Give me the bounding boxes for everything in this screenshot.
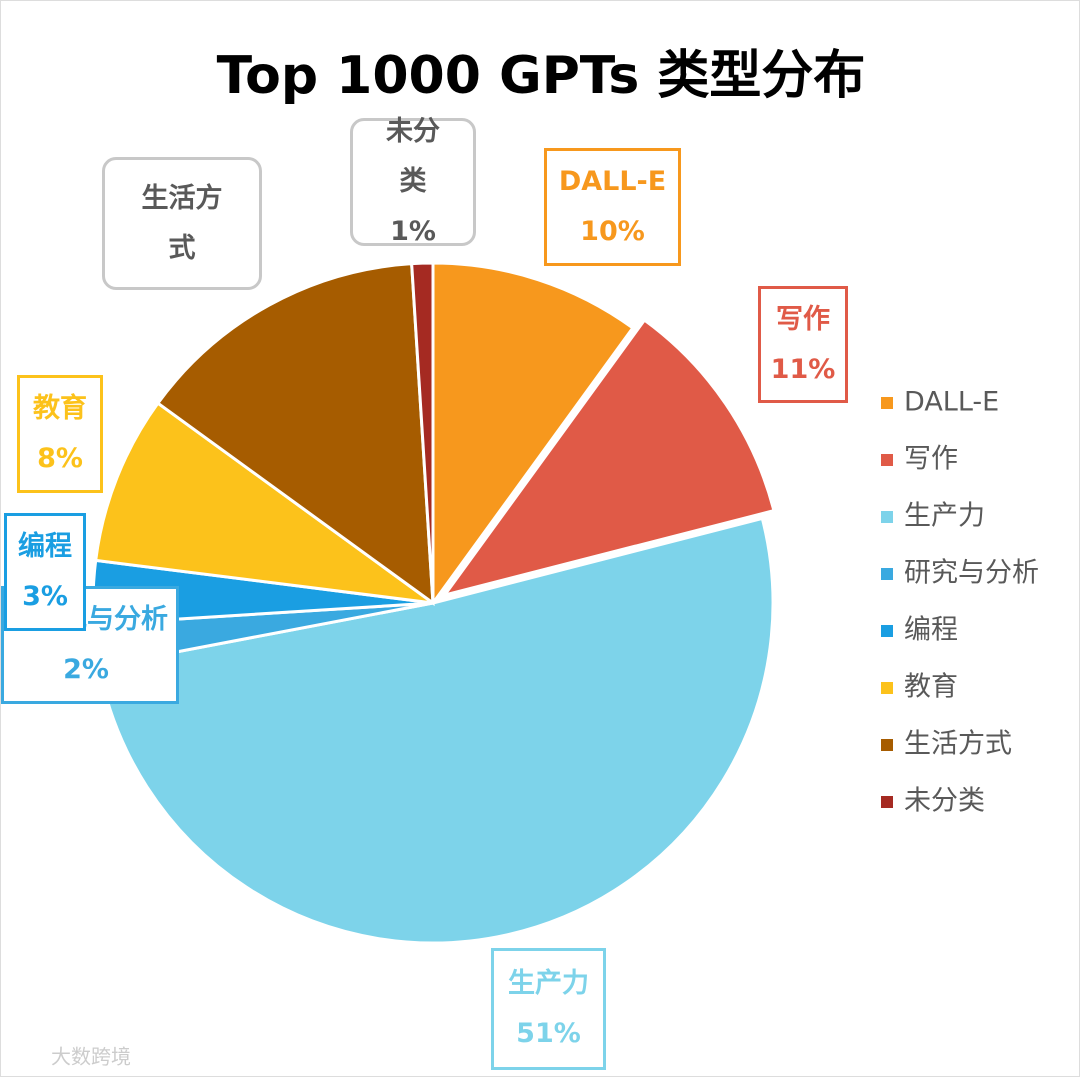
pie-slice: [431, 261, 635, 608]
legend-swatch: [881, 796, 893, 808]
pie-slice: [94, 401, 434, 605]
label-category: 教育: [33, 393, 87, 424]
data-label: 生产力 51%: [491, 948, 606, 1070]
label-value: 11%: [770, 353, 836, 385]
legend-label: DALL-E: [904, 387, 999, 418]
label-category: 写作: [776, 303, 830, 335]
legend-label: 编程: [904, 615, 958, 646]
data-label: 研究与分析 2%: [1, 586, 179, 704]
legend-label: 生活方式: [904, 729, 1012, 760]
label-category: DALL-E: [558, 166, 667, 197]
legend-swatch: [881, 739, 893, 751]
watermark: 大数跨境: [51, 1045, 131, 1069]
data-label: 写作 11%: [758, 286, 848, 403]
chart-title: Top 1000 GPTs 类型分布: [217, 46, 866, 106]
legend-label: 教育: [904, 672, 958, 703]
label-category: 生活方式: [141, 182, 223, 264]
label-value: 1%: [390, 216, 436, 247]
data-label: 教育 8%: [17, 375, 103, 493]
pie-slice: [440, 317, 776, 598]
label-value: 51%: [516, 1018, 581, 1049]
legend-label: 研究与分析: [904, 558, 1039, 589]
label-value: 3%: [22, 581, 68, 612]
pie-slice: [155, 262, 435, 607]
label-category: 生产力: [508, 968, 589, 999]
label-value: 10%: [580, 216, 645, 247]
label-value: 2%: [63, 654, 109, 685]
legend-swatch: [881, 568, 893, 580]
data-label: 未分类 1%: [350, 116, 476, 247]
legend-label: 生产力: [904, 501, 985, 532]
legend-swatch: [881, 511, 893, 523]
legend-label: 写作: [904, 444, 958, 475]
legend-swatch: [881, 397, 893, 409]
data-label: 编程 3%: [4, 513, 86, 631]
legend-swatch: [881, 682, 893, 694]
label-category: 未分类: [386, 116, 440, 197]
label-category: 编程: [18, 531, 72, 562]
data-label: 生活方式: [102, 157, 262, 290]
legend-label: 未分类: [904, 786, 985, 817]
data-label: DALL-E 10%: [544, 148, 681, 266]
label-value: 8%: [37, 443, 83, 474]
legend-swatch: [881, 625, 893, 637]
pie-slice: [97, 516, 775, 945]
legend-swatch: [881, 454, 893, 466]
pie-slice: [410, 261, 435, 604]
